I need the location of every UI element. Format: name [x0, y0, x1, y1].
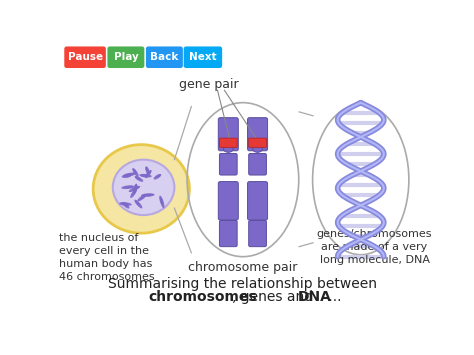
Ellipse shape — [159, 196, 164, 208]
FancyBboxPatch shape — [108, 47, 145, 68]
Ellipse shape — [113, 160, 174, 215]
Ellipse shape — [145, 170, 152, 178]
Ellipse shape — [119, 202, 132, 206]
Text: chromosome pair: chromosome pair — [188, 261, 298, 274]
Ellipse shape — [134, 200, 142, 208]
Ellipse shape — [130, 189, 137, 198]
Text: , genes and: , genes and — [232, 290, 318, 305]
FancyBboxPatch shape — [249, 220, 266, 247]
Ellipse shape — [122, 202, 129, 208]
FancyBboxPatch shape — [219, 182, 238, 220]
Text: genes/chromosomes
are made of a very
long molecule, DNA: genes/chromosomes are made of a very lon… — [317, 229, 432, 265]
Ellipse shape — [132, 168, 139, 177]
Text: Back: Back — [150, 52, 179, 62]
Ellipse shape — [146, 166, 148, 172]
Ellipse shape — [123, 173, 136, 177]
Ellipse shape — [141, 193, 155, 197]
Ellipse shape — [145, 194, 154, 196]
FancyBboxPatch shape — [219, 118, 238, 151]
Ellipse shape — [140, 174, 148, 177]
Ellipse shape — [154, 174, 161, 180]
FancyBboxPatch shape — [247, 182, 267, 220]
Ellipse shape — [135, 176, 143, 182]
Ellipse shape — [160, 197, 163, 204]
Text: the nucleus of
every cell in the
human body has
46 chromosomes: the nucleus of every cell in the human b… — [59, 233, 155, 282]
FancyBboxPatch shape — [219, 138, 237, 147]
Ellipse shape — [93, 144, 190, 233]
Text: Pause: Pause — [67, 52, 103, 62]
Ellipse shape — [122, 174, 131, 178]
Text: gene pair: gene pair — [179, 78, 239, 92]
FancyBboxPatch shape — [219, 153, 237, 175]
Ellipse shape — [253, 146, 263, 152]
Ellipse shape — [132, 189, 137, 195]
Ellipse shape — [134, 184, 137, 193]
Ellipse shape — [129, 186, 140, 192]
Ellipse shape — [137, 195, 146, 201]
Ellipse shape — [132, 186, 139, 190]
Ellipse shape — [145, 166, 150, 175]
Ellipse shape — [135, 200, 140, 206]
Ellipse shape — [139, 174, 152, 178]
Ellipse shape — [123, 202, 127, 206]
FancyBboxPatch shape — [249, 153, 266, 175]
Ellipse shape — [133, 169, 137, 174]
Ellipse shape — [140, 195, 146, 199]
Text: Summarising the relationship between: Summarising the relationship between — [109, 277, 377, 291]
Ellipse shape — [156, 174, 161, 178]
FancyBboxPatch shape — [146, 47, 183, 68]
Ellipse shape — [120, 202, 128, 205]
Text: Play: Play — [113, 52, 138, 62]
FancyBboxPatch shape — [64, 47, 106, 68]
Text: ...: ... — [324, 290, 341, 305]
Ellipse shape — [121, 185, 135, 189]
Text: Next: Next — [189, 52, 217, 62]
Ellipse shape — [125, 175, 131, 177]
Text: chromosomes: chromosomes — [148, 290, 257, 305]
Ellipse shape — [127, 173, 135, 176]
FancyBboxPatch shape — [219, 220, 237, 247]
Ellipse shape — [126, 186, 133, 188]
Ellipse shape — [147, 170, 151, 175]
Ellipse shape — [135, 176, 140, 180]
FancyBboxPatch shape — [249, 138, 266, 147]
Ellipse shape — [135, 184, 137, 190]
FancyBboxPatch shape — [247, 118, 267, 151]
Ellipse shape — [223, 146, 233, 152]
Text: DNA: DNA — [298, 290, 332, 305]
FancyBboxPatch shape — [183, 47, 222, 68]
